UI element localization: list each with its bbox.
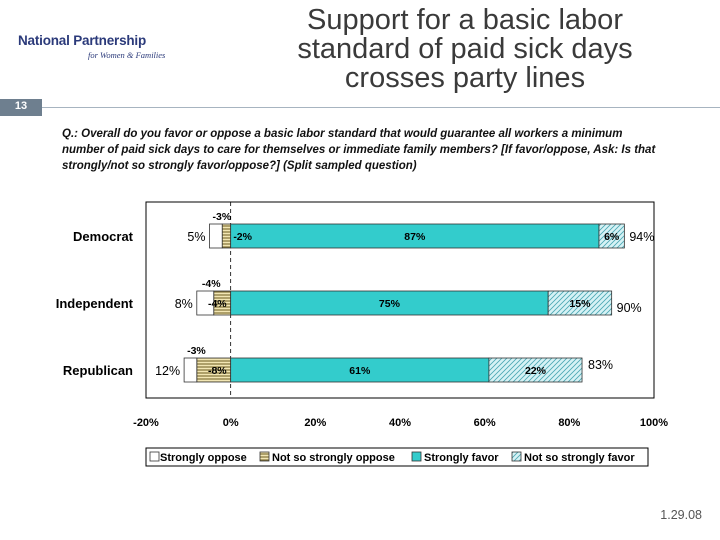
legend-label: Not so strongly oppose (272, 452, 395, 464)
bar-strongly-oppose (196, 290, 215, 316)
bar-not-so-strongly-oppose (196, 357, 232, 383)
favor-total-label: 83% (588, 358, 613, 372)
data-label-not-so-strongly-oppose: -8% (208, 365, 227, 377)
data-label-strongly-favor: 87% (404, 231, 426, 243)
x-tick-label: 60% (474, 417, 496, 429)
category-label: Republican (63, 363, 133, 378)
bar-not-so-strongly-favor (547, 290, 613, 316)
bar-not-so-strongly-oppose (221, 223, 232, 249)
bar-strongly-favor (230, 357, 490, 383)
oppose-total-label: 12% (155, 364, 180, 378)
x-tick-label: 40% (389, 417, 411, 429)
data-label-not-so-strongly-oppose: -2% (233, 231, 252, 243)
data-label-strongly-favor: 61% (349, 365, 371, 377)
legend-swatch (149, 451, 160, 462)
data-label-strongly-oppose: -3% (187, 345, 206, 357)
x-tick-label: -20% (133, 417, 159, 429)
slide-header-bar: 13 (0, 99, 720, 116)
legend-label: Strongly oppose (160, 452, 247, 464)
slide-title-line: standard of paid sick days (297, 33, 633, 65)
bar-strongly-oppose (209, 223, 223, 249)
data-label-not-so-strongly-favor: 15% (569, 298, 591, 310)
legend-swatch (411, 451, 422, 462)
bar-not-so-strongly-favor (598, 223, 625, 249)
slide-number: 13 (14, 100, 28, 112)
oppose-total-label: 8% (175, 297, 193, 311)
plot-frame (145, 201, 655, 399)
slide-title-line: crosses party lines (344, 62, 586, 94)
legend-swatch (511, 451, 522, 462)
slide-title: Support for a basic labor standard of pa… (240, 6, 690, 93)
x-tick-label: 0% (223, 417, 239, 429)
x-tick-label: 20% (304, 417, 326, 429)
logo-title: National Partnership (18, 33, 147, 48)
slide-divider (42, 107, 720, 108)
logo: National Partnership for Women & Familie… (18, 33, 188, 65)
slide-number-box: 13 (0, 99, 42, 116)
bar-strongly-favor (230, 290, 549, 316)
data-label-not-so-strongly-favor: 6% (604, 231, 620, 243)
legend-label: Strongly favor (424, 452, 499, 464)
x-tick-label: 80% (558, 417, 580, 429)
bar-strongly-favor (230, 223, 600, 249)
category-label: Independent (56, 296, 134, 311)
data-label-not-so-strongly-favor: 22% (525, 365, 547, 377)
oppose-total-label: 5% (187, 230, 205, 244)
favor-total-label: 94% (629, 230, 654, 244)
logo-subtitle: for Women & Families (88, 50, 166, 60)
favor-total-label: 90% (617, 301, 642, 315)
bar-not-so-strongly-favor (488, 357, 583, 383)
bar-strongly-oppose (183, 357, 198, 383)
x-tick-label: 100% (640, 417, 668, 429)
slide-date: 1.29.08 (660, 508, 702, 522)
data-label-not-so-strongly-oppose: -4% (208, 298, 227, 310)
legend-box (145, 447, 649, 467)
category-label: Democrat (73, 229, 134, 244)
legend-swatch (259, 451, 270, 462)
data-label-strongly-oppose: -4% (202, 278, 221, 290)
data-label-strongly-favor: 75% (379, 298, 401, 310)
survey-question: Q.: Overall do you favor or oppose a bas… (62, 128, 656, 172)
legend-label: Not so strongly favor (524, 452, 635, 464)
data-label-strongly-oppose: -3% (213, 211, 232, 223)
slide-title-line: Support for a basic labor (307, 4, 623, 36)
